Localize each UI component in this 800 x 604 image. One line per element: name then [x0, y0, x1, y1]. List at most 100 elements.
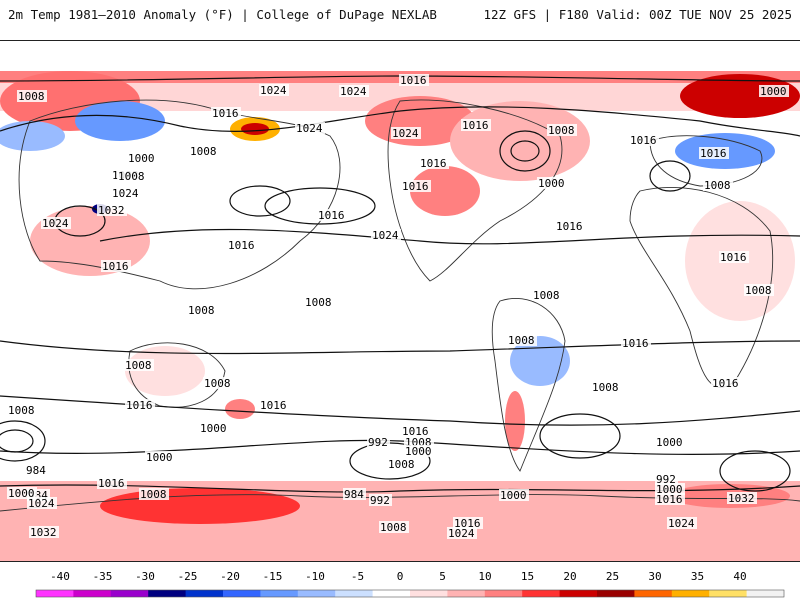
isobar-label-bg [97, 477, 127, 489]
isobar-label-bg [401, 425, 431, 437]
map-title: 2m Temp 1981–2010 Anomaly (°F) | College… [8, 7, 437, 22]
isobar-1016-subtropic-north [99, 228, 800, 245]
isobar-label: 1016 [318, 209, 345, 222]
colorbar-swatch [260, 590, 299, 597]
isobar-label: 1016 [622, 337, 649, 350]
isobar-low-1-inner [0, 429, 34, 453]
colorbar-swatch [484, 590, 523, 597]
isobar-label: 1000 [405, 445, 432, 458]
isobar-label: 1000 [656, 436, 683, 449]
isobar-label-bg [703, 179, 733, 191]
isobar-label: 1024 [260, 84, 287, 97]
isobar-label-bg [367, 436, 390, 448]
isobar-label: 1024 [340, 85, 367, 98]
isobar-label: 1016 [462, 119, 489, 132]
colorbar-swatch [634, 590, 673, 597]
isobar-label: 1008 [592, 381, 619, 394]
isobar-label-bg [111, 187, 141, 199]
isobar-label-bg [139, 488, 169, 500]
isobar-label: 1016 [228, 239, 255, 252]
north-america-warm-anomaly [450, 101, 590, 181]
isobar-label: 1016 [630, 134, 657, 147]
isobar-label: 992 [656, 473, 676, 486]
isobar-low-2 [499, 130, 551, 172]
isobar-label: 1008 [140, 488, 167, 501]
asia-outline [18, 99, 341, 290]
model-run-label: 12Z GFS | F180 Valid: 00Z TUE NOV 25 202… [483, 7, 792, 22]
isobar-label-bg [259, 399, 289, 411]
colorbar-tick-label: 20 [563, 570, 576, 583]
isobar-labels: 1016 1024 1008 1016 1024 1008 1008 1016 1024 1016… [7, 74, 789, 540]
australia-outline [128, 342, 226, 408]
isobar-label-bg [17, 90, 47, 102]
isobar-label-bg [369, 494, 392, 506]
colorbar-swatch [597, 590, 635, 597]
colorbar-swatch [746, 590, 785, 597]
isobar-high-2 [264, 187, 376, 225]
coastlines [0, 99, 800, 512]
isobar-label: 1000 [8, 487, 35, 500]
isobar-label: 1024 [668, 517, 695, 530]
isobar-label-bg [591, 381, 621, 393]
isobar-label-bg [25, 464, 48, 476]
colorbar-tick-label: -20 [220, 570, 240, 583]
isobar-label: 1016 [402, 425, 429, 438]
isobar-high-3 [229, 185, 291, 217]
isobar-label: 1008 [125, 359, 152, 372]
isobar-high-1 [719, 450, 791, 492]
isobar-label: 1016 [556, 220, 583, 233]
isobar-low-4 [649, 160, 691, 192]
isobar-label-bg [537, 177, 567, 189]
new-zealand-warm-anomaly [225, 399, 255, 419]
isobar-label-bg [401, 180, 431, 192]
isobar-low-3 [539, 413, 621, 459]
isobar-label: 1008 [508, 334, 535, 347]
colorbar-tick-label: 30 [648, 570, 661, 583]
isobar-label: 984 [26, 464, 46, 477]
colorbar-swatch [709, 590, 748, 597]
isobar-label: 1008 [188, 304, 215, 317]
isobar-label-bg [304, 296, 334, 308]
isobar-label-bg [404, 445, 434, 457]
isobar-label: 1008 [8, 404, 35, 417]
south-america-outline [491, 297, 566, 472]
isobar-label-bg [532, 289, 562, 301]
colorbar-tick-label: -35 [93, 570, 113, 583]
isobar-label: 1024 [448, 527, 475, 540]
colorbar: -40 -35 -30 -25 -20 -15 -10 -5 0 5 10 15 20 25 30 35 40 [0, 566, 800, 600]
isobar-label-bg [124, 359, 154, 371]
isobar-label: 1016 [700, 147, 727, 160]
isobar-label: 1024 [392, 127, 419, 140]
australia-warm-anomaly [125, 346, 205, 396]
colorbar-outline [35, 589, 785, 598]
isobar-label: 1008 [548, 124, 575, 137]
header: 2m Temp 1981–2010 Anomaly (°F) | College… [0, 0, 800, 30]
isobar-label-bg [145, 451, 175, 463]
isobar-1008-north [0, 106, 800, 137]
isobar-label: 1024 [28, 497, 55, 510]
isobar-label-bg [555, 220, 585, 232]
isobar-label: 984 [344, 488, 364, 501]
colorbar-swatch [671, 590, 710, 597]
isobar-label: 1008 [533, 289, 560, 302]
isobar-label: 1000 [656, 483, 683, 496]
isobar-label: 992 [368, 436, 388, 449]
colorbar-swatch [148, 590, 187, 597]
isobar-low-1 [0, 420, 46, 462]
isobar-label-bg [7, 487, 37, 499]
isobar-label-bg [655, 493, 685, 505]
east-siberia-hot-core [241, 123, 269, 135]
isobar-label-bg [29, 526, 59, 538]
isobar-label: 1016 [402, 180, 429, 193]
isobar-label: 1016 [102, 260, 129, 273]
colorbar-swatch [335, 590, 374, 597]
isobar-label: 1016 [212, 107, 239, 120]
isobar-label: 1024 [42, 217, 69, 230]
colorbar-tick-label: -40 [50, 570, 70, 583]
isobar-label-bg [211, 107, 241, 119]
isobar-label-bg [189, 145, 219, 157]
isobar-label-bg [117, 170, 147, 182]
isobar-label-bg [499, 489, 529, 501]
colorbar-svg: -40 -35 -30 -25 -20 -15 -10 -5 0 5 10 15 20 25 30 35 40 [35, 570, 785, 598]
colorbar-swatch [372, 590, 411, 597]
